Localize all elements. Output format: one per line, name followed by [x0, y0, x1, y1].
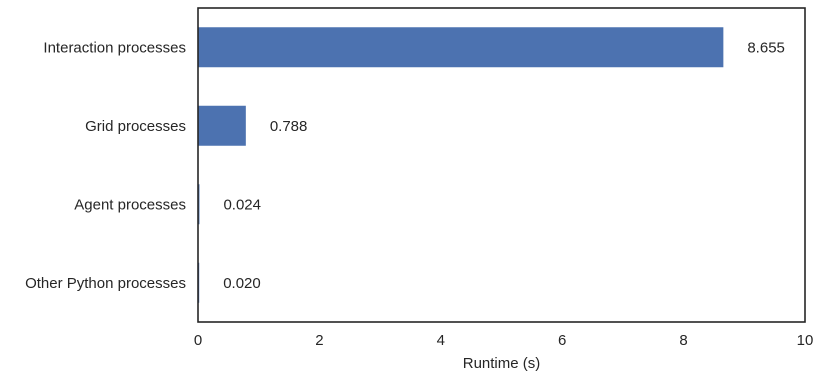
- x-tick-label-5: 10: [797, 332, 814, 349]
- x-tick-label-0: 0: [194, 332, 202, 349]
- bar-value-label-3: 0.020: [223, 275, 261, 292]
- bar-value-label-1: 0.788: [270, 118, 308, 135]
- category-tick-label-2: Agent processes: [74, 196, 186, 213]
- x-tick-label-1: 2: [315, 332, 323, 349]
- category-tick-label-1: Grid processes: [85, 118, 186, 135]
- x-axis-label: Runtime (s): [463, 355, 541, 372]
- bar-1: [198, 105, 246, 146]
- bars-layer: 8.655 0.788 0.024 0.020: [198, 27, 785, 303]
- ticks-layer: Interaction processes Grid processes Agent…: [25, 39, 813, 349]
- category-tick-label-0: Interaction processes: [43, 39, 186, 56]
- category-tick-label-3: Other Python processes: [25, 275, 186, 292]
- x-tick-label-2: 4: [437, 332, 445, 349]
- x-tick-label-3: 6: [558, 332, 566, 349]
- bar-0: [198, 27, 724, 68]
- bar-value-label-0: 8.655: [747, 39, 785, 56]
- x-tick-label-4: 8: [679, 332, 687, 349]
- bar-value-label-2: 0.024: [223, 196, 261, 213]
- plot-frame: [197, 7, 806, 323]
